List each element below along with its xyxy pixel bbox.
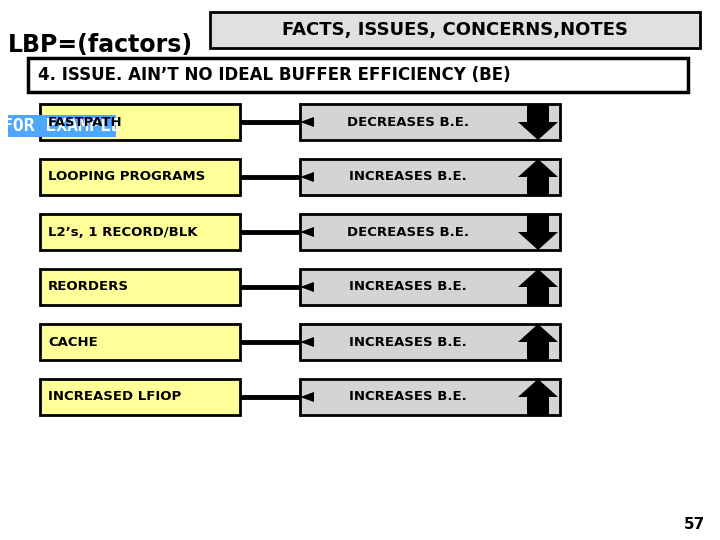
Polygon shape	[300, 392, 314, 402]
Text: INCREASES B.E.: INCREASES B.E.	[349, 280, 467, 294]
Polygon shape	[300, 282, 314, 292]
Bar	[300, 104, 560, 140]
Text: REORDERS: REORDERS	[48, 280, 129, 294]
Text: INCREASED LFIOP: INCREASED LFIOP	[48, 390, 181, 403]
Text: INCREASES B.E.: INCREASES B.E.	[349, 390, 467, 403]
Polygon shape	[518, 269, 558, 287]
Polygon shape	[300, 117, 314, 127]
Polygon shape	[518, 122, 558, 140]
Bar	[28, 58, 688, 92]
Bar	[210, 12, 700, 48]
Bar	[40, 379, 240, 415]
Bar	[527, 104, 549, 122]
Bar	[40, 214, 240, 250]
Polygon shape	[518, 232, 558, 250]
Bar	[527, 287, 549, 305]
Polygon shape	[300, 337, 314, 347]
Bar	[300, 269, 560, 305]
Text: LOOPING PROGRAMS: LOOPING PROGRAMS	[48, 171, 205, 184]
Polygon shape	[518, 324, 558, 342]
Bar	[8, 115, 116, 137]
Bar	[300, 159, 560, 195]
Text: INCREASES B.E.: INCREASES B.E.	[349, 335, 467, 348]
Bar	[527, 342, 549, 360]
Text: LBP=(factors): LBP=(factors)	[8, 33, 193, 57]
Text: CACHE: CACHE	[48, 335, 98, 348]
Text: INCREASES B.E.: INCREASES B.E.	[349, 171, 467, 184]
Bar	[527, 397, 549, 415]
Bar	[300, 379, 560, 415]
Bar	[300, 214, 560, 250]
Text: 57: 57	[684, 517, 705, 532]
Text: FASTPATH: FASTPATH	[48, 116, 122, 129]
Polygon shape	[300, 172, 314, 182]
Polygon shape	[518, 159, 558, 177]
Text: DECREASES B.E.: DECREASES B.E.	[347, 226, 469, 239]
Polygon shape	[518, 379, 558, 397]
Polygon shape	[300, 227, 314, 237]
Bar	[40, 104, 240, 140]
Bar	[40, 324, 240, 360]
Bar	[300, 324, 560, 360]
Bar	[527, 177, 549, 195]
Bar	[40, 269, 240, 305]
Text: 4. ISSUE. AIN’T NO IDEAL BUFFER EFFICIENCY (BE): 4. ISSUE. AIN’T NO IDEAL BUFFER EFFICIEN…	[38, 66, 510, 84]
Bar	[527, 214, 549, 232]
Bar	[40, 159, 240, 195]
Text: FOR EXAMPLE: FOR EXAMPLE	[2, 117, 122, 135]
Text: FACTS, ISSUES, CONCERNS,NOTES: FACTS, ISSUES, CONCERNS,NOTES	[282, 21, 628, 39]
Text: DECREASES B.E.: DECREASES B.E.	[347, 116, 469, 129]
Text: L2’s, 1 RECORD/BLK: L2’s, 1 RECORD/BLK	[48, 226, 197, 239]
